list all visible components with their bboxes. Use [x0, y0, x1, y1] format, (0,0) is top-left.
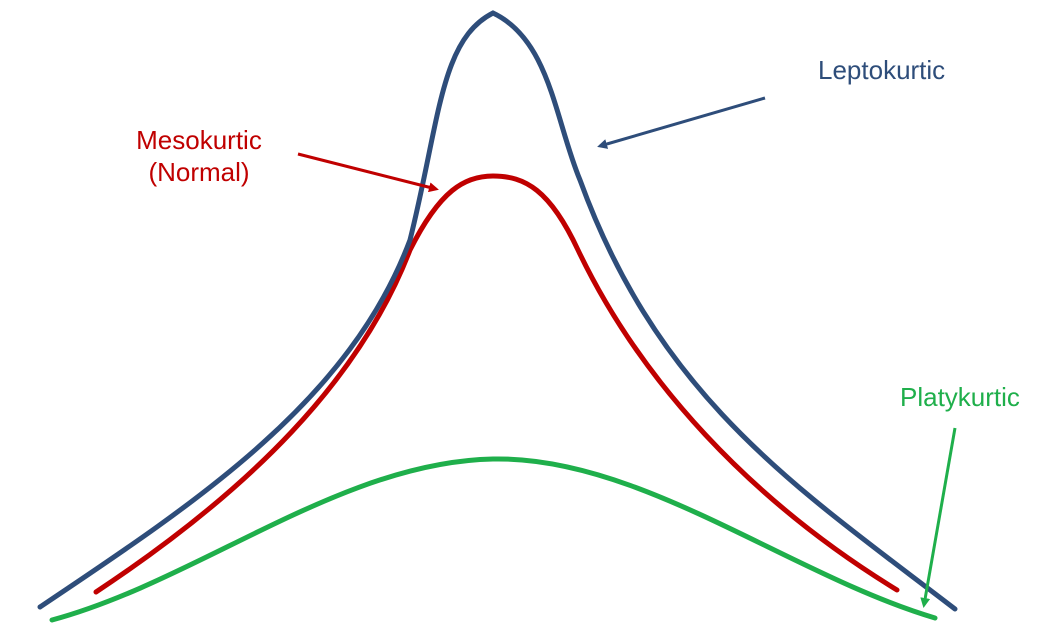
- platykurtic-arrow: [920, 427, 957, 608]
- leptokurtic-curve: [37, 10, 958, 612]
- platykurtic-curve: [49, 456, 938, 623]
- platykurtic-label: Platykurtic: [900, 382, 1020, 412]
- mesokurtic-curve: [93, 173, 900, 595]
- mesokurtic-label: Mesokurtic (Normal): [124, 124, 274, 188]
- mesokurtic-arrow: [297, 152, 439, 193]
- leptokurtic-label: Leptokurtic: [818, 55, 946, 85]
- leptokurtic-arrow: [597, 96, 766, 149]
- mesokurtic-label-line1: Mesokurtic: [136, 125, 262, 155]
- mesokurtic-label-line2: (Normal): [148, 157, 250, 187]
